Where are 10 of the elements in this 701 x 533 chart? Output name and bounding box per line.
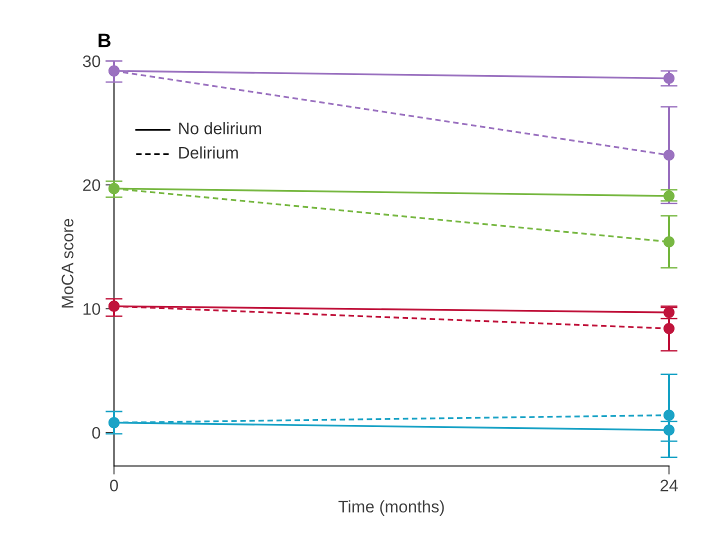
chart-title: B bbox=[98, 34, 111, 48]
y-tick-label: 10 bbox=[84, 303, 100, 315]
annotation: Delirium bbox=[179, 146, 238, 159]
y-tick-label: 30 bbox=[82, 55, 100, 68]
y-tick-label: 20 bbox=[83, 179, 100, 192]
y-axis-title: MoCA score bbox=[62, 218, 74, 308]
y-tick-label: 0 bbox=[92, 426, 100, 439]
annotation: No delirium bbox=[179, 122, 262, 134]
x-axis-title: Time (months) bbox=[338, 500, 444, 516]
x-tick-label: 24 bbox=[660, 480, 678, 492]
